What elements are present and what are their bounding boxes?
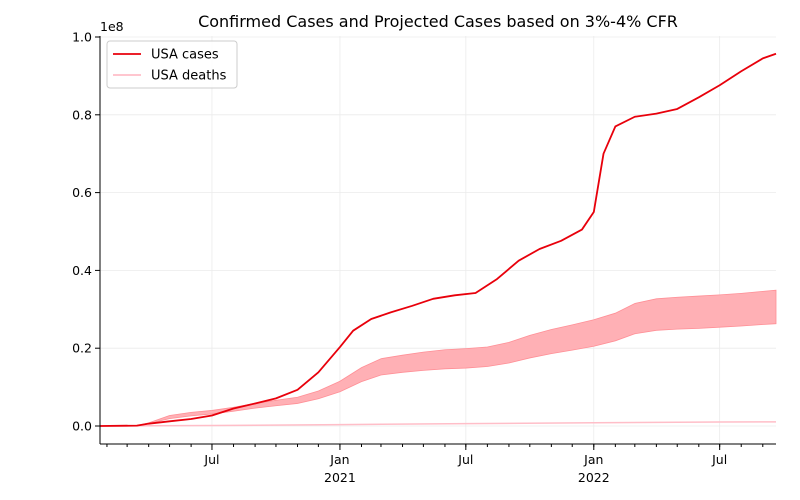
usa-deaths-line bbox=[99, 421, 777, 427]
series-layer bbox=[99, 52, 777, 427]
chart-title: Confirmed Cases and Projected Cases base… bbox=[198, 12, 678, 31]
x-tick-label: Jul bbox=[711, 452, 727, 467]
x-tick-label: Jan bbox=[583, 452, 603, 467]
legend: USA cases USA deaths bbox=[106, 40, 238, 89]
usa-cases-line bbox=[99, 52, 777, 427]
y-tick-label: 1.0 bbox=[72, 30, 92, 45]
y-tick-label: 0.2 bbox=[72, 341, 92, 356]
legend-box bbox=[106, 40, 238, 89]
x-tick-year-label: 2022 bbox=[578, 470, 610, 485]
y-tick-label: 0.6 bbox=[72, 185, 92, 200]
x-tick-label: Jul bbox=[203, 452, 219, 467]
y-offset-label: 1e8 bbox=[100, 19, 124, 34]
projected-cases-band bbox=[99, 289, 777, 427]
y-tick-label: 0.4 bbox=[72, 263, 92, 278]
y-tick-label: 0.8 bbox=[72, 107, 92, 122]
legend-label-usa-cases: USA cases bbox=[151, 48, 219, 63]
y-tick-label: 0.0 bbox=[72, 419, 92, 434]
axes: 0.0 0.2 0.4 0.6 0.8 1.0 Jul Jan 2021 Jul Jan 2022 Ju… bbox=[72, 30, 776, 485]
legend-label-usa-deaths: USA deaths bbox=[151, 69, 227, 84]
x-tick-label: Jan bbox=[329, 452, 349, 467]
x-tick-label: Jul bbox=[457, 452, 473, 467]
gridlines bbox=[100, 36, 776, 444]
x-tick-year-label: 2021 bbox=[324, 470, 356, 485]
projection-band-layer bbox=[99, 289, 777, 427]
